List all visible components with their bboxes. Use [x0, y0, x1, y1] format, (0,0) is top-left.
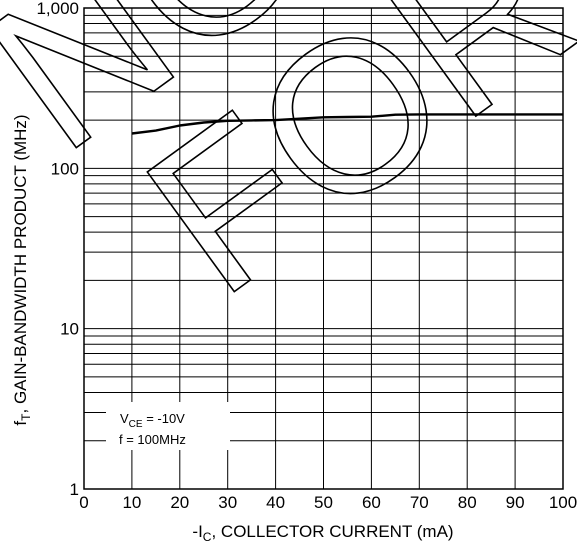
- x-tick-label: 20: [170, 493, 189, 512]
- x-tick-label: 10: [122, 493, 141, 512]
- x-tick-label: 80: [458, 493, 477, 512]
- x-tick-label: 0: [79, 493, 88, 512]
- y-tick-label: 1: [70, 480, 79, 499]
- x-tick-label: 50: [314, 493, 333, 512]
- series-layer: [131, 113, 563, 135]
- x-tick-label: 70: [410, 493, 429, 512]
- y-tick-label: 10: [60, 320, 79, 339]
- x-tick-label: 100: [549, 493, 577, 512]
- y-tick-label: 100: [51, 159, 79, 178]
- x-tick-label: 30: [218, 493, 237, 512]
- y-tick-label: 1,000: [36, 0, 79, 18]
- x-tick-label: 90: [506, 493, 525, 512]
- y-axis-label: fT, GAIN-BANDWIDTH PRODUCT (MHz): [11, 114, 33, 425]
- vce-annotation: VCE = -10V: [120, 411, 185, 430]
- frequency-annotation: f = 100MHz: [119, 432, 186, 447]
- plot-frame: [83, 7, 564, 490]
- x-axis-label: -IC, COLLECTOR CURRENT (mA): [192, 522, 453, 543]
- annotation-background: [106, 402, 230, 450]
- x-tick-label: 60: [362, 493, 381, 512]
- watermark: NOTFOR: [0, 0, 577, 340]
- x-tick-labels: 0 10 20 30 40 50 60 70 80 90 100: [79, 493, 577, 512]
- y-tick-labels: 1 10 100 1,000: [36, 0, 79, 499]
- series-line: [131, 113, 563, 135]
- x-tick-label: 40: [266, 493, 285, 512]
- annotation-box: VCE = -10V f = 100MHz: [106, 402, 230, 450]
- grid-lines: [84, 8, 563, 489]
